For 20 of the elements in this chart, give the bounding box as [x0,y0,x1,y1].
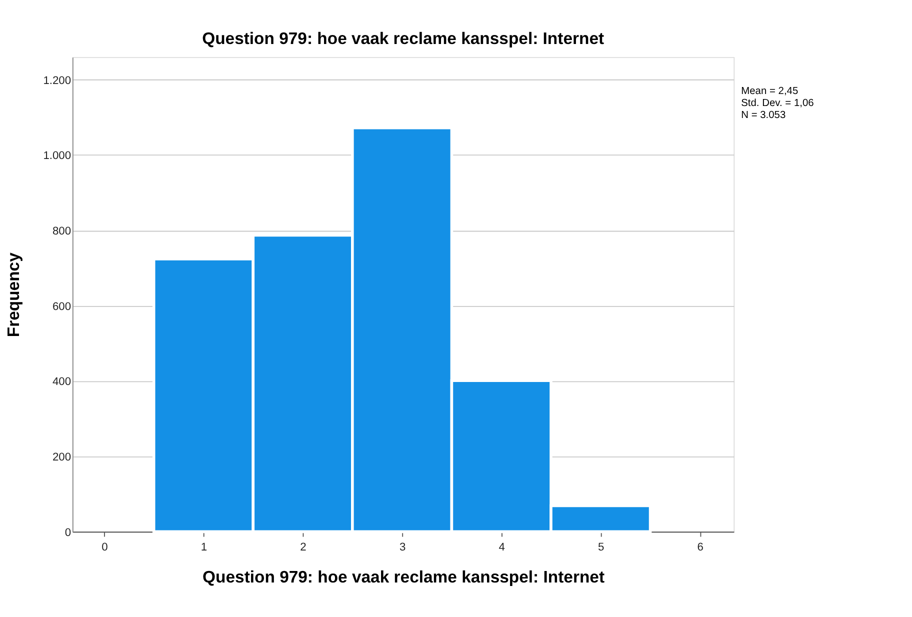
text: Mean = 2,45 [741,86,798,97]
y-tick-label: 1.000 [43,150,72,162]
x-tick-label: 1 [200,542,208,554]
y-tick-label: 800 [52,226,72,238]
x-tick-label: 3 [399,542,406,554]
x-tick-label: 5 [598,542,604,554]
y-tick-label: 0 [64,526,72,539]
y-tick-label: 600 [52,300,72,313]
x-tick-label: 4 [498,542,505,554]
text: Std. Dev. = 1,06 [741,98,814,109]
y-tick-label: 1.200 [43,74,72,87]
y-tick-label: 200 [52,452,72,464]
y-tick-label: 400 [52,376,72,388]
x-tick-label: 2 [300,542,306,554]
text: N = 3.053 [741,110,786,121]
y-axis-title: Frequency [4,252,24,338]
x-tick-label: 6 [697,542,704,554]
x-axis-title: Question 979: hoe vaak reclame kansspel: Internet [202,567,605,586]
chart-title: Question 979: hoe vaak reclame kansspel: Internet [202,29,604,48]
x-tick-label: 0 [102,542,108,554]
